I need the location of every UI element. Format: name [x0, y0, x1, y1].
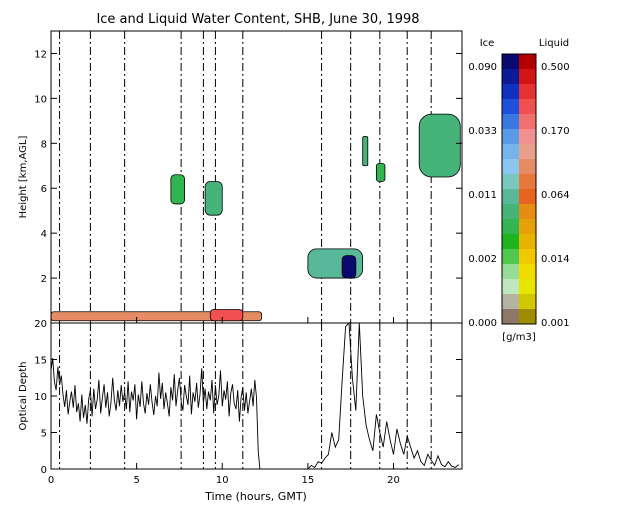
colorbar-liquid-cell — [519, 309, 536, 325]
colorbar-ice-cell — [502, 54, 519, 70]
bottom-y-ticks: 0 5 10 15 20 — [34, 319, 462, 476]
colorbar-ice-cell — [502, 264, 519, 280]
colorbar-liquid-cell — [519, 279, 536, 295]
colorbar-liquid-tick-label: 0.170 — [541, 126, 570, 137]
x-tick-label: 20 — [387, 475, 400, 486]
top-y-tick-label: 12 — [34, 49, 47, 60]
cloud-feature — [362, 136, 369, 167]
colorbar-liquid-cell — [519, 99, 536, 115]
top-y-tick-label: 2 — [41, 274, 47, 285]
cloud-feature — [204, 181, 223, 216]
colorbar-liquid-cell — [519, 249, 536, 265]
x-tick-label: 10 — [216, 475, 229, 486]
colorbar: Ice Liquid 0.090 0.033 0.011 0.002 0.000 0.50… — [468, 38, 569, 343]
colorbar-ice-tick-label: 0.090 — [468, 62, 497, 73]
colorbar-ice-cell — [502, 129, 519, 145]
colorbar-ticks: 0.090 0.033 0.011 0.002 0.000 0.500 0.170 0.064… — [468, 62, 569, 329]
colorbar-liquid-tick-label: 0.064 — [541, 190, 570, 201]
colorbar-liquid-label: Liquid — [539, 38, 569, 49]
colorbar-liquid-cell — [519, 129, 536, 145]
bottom-y-tick-label: 10 — [34, 392, 47, 403]
x-tick-label: 0 — [48, 475, 54, 486]
colorbar-ice-cell — [502, 279, 519, 295]
top-panel: 2 4 6 8 10 12 Height [km,AGL] — [18, 30, 463, 324]
colorbar-ice-cell — [502, 204, 519, 220]
top-dash-lines — [59, 31, 432, 323]
colorbar-liquid-cell — [519, 144, 536, 160]
colorbar-ice-cell — [502, 159, 519, 175]
optical-depth-line — [50, 357, 261, 470]
bottom-y-tick-label: 20 — [34, 319, 47, 330]
colorbar-liquid-cell — [519, 204, 536, 220]
optical-depth-line — [307, 321, 459, 470]
colorbar-ice-cell — [502, 234, 519, 250]
top-y-tick-label: 8 — [41, 139, 47, 150]
bottom-x-ticks: 0 5 10 15 20 — [48, 317, 400, 486]
colorbar-liquid-cell — [519, 264, 536, 280]
colorbar-cells — [502, 54, 536, 325]
colorbar-ice-cell — [502, 309, 519, 325]
colorbar-liquid-cell — [519, 219, 536, 235]
colorbar-ice-cell — [502, 219, 519, 235]
cloud-feature — [375, 163, 386, 182]
top-y-axis-label: Height [km,AGL] — [18, 136, 29, 219]
x-axis-label: Time (hours, GMT) — [204, 490, 307, 503]
chart-title: Ice and Liquid Water Content, SHB, June … — [96, 12, 419, 27]
colorbar-liquid-cell — [519, 114, 536, 130]
colorbar-ice-cell — [502, 294, 519, 310]
bottom-y-axis-label: Optical Depth — [18, 362, 29, 431]
cloud-feature — [170, 174, 185, 205]
colorbar-liquid-cell — [519, 84, 536, 100]
colorbar-ice-tick-label: 0.002 — [468, 254, 497, 265]
cloud-feature — [418, 113, 461, 178]
bottom-y-tick-label: 5 — [41, 429, 47, 440]
x-tick-label: 5 — [133, 475, 139, 486]
cloud-feature — [209, 309, 244, 322]
colorbar-liquid-cell — [519, 159, 536, 175]
colorbar-liquid-cell — [519, 189, 536, 205]
colorbar-ice-cell — [502, 249, 519, 265]
bottom-y-tick-label: 0 — [41, 465, 47, 476]
bottom-y-tick-label: 15 — [34, 356, 47, 367]
optical-depth-series — [50, 321, 459, 470]
colorbar-units: [g/m3] — [502, 332, 536, 343]
colorbar-ice-tick-label: 0.011 — [468, 190, 497, 201]
colorbar-liquid-tick-label: 0.001 — [541, 318, 570, 329]
colorbar-ice-cell — [502, 99, 519, 115]
colorbar-liquid-cell — [519, 294, 536, 310]
colorbar-liquid-cell — [519, 69, 536, 85]
top-plot-frame — [50, 30, 463, 324]
top-y-tick-label: 6 — [41, 184, 47, 195]
colorbar-ice-cell — [502, 144, 519, 160]
bottom-dash-lines — [59, 323, 432, 469]
colorbar-ice-cell — [502, 174, 519, 190]
colorbar-ice-tick-label: 0.000 — [468, 318, 497, 329]
colorbar-frame — [501, 53, 537, 325]
cloud-features — [50, 113, 461, 322]
top-y-ticks: 2 4 6 8 10 12 — [34, 49, 462, 285]
colorbar-ice-cell — [502, 69, 519, 85]
cloud-feature — [341, 255, 357, 279]
x-tick-label: 15 — [302, 475, 315, 486]
colorbar-ice-cell — [502, 189, 519, 205]
top-y-tick-label: 4 — [41, 229, 47, 240]
colorbar-liquid-cell — [519, 54, 536, 70]
colorbar-ice-cell — [502, 84, 519, 100]
colorbar-ice-label: Ice — [480, 38, 495, 49]
colorbar-liquid-tick-label: 0.014 — [541, 254, 570, 265]
top-y-tick-label: 10 — [34, 94, 47, 105]
colorbar-liquid-tick-label: 0.500 — [541, 62, 570, 73]
colorbar-ice-cell — [502, 114, 519, 130]
bottom-panel: 0 5 10 15 20 0 5 10 15 20 Optical Depth Time (ho… — [18, 317, 463, 503]
colorbar-ice-tick-label: 0.033 — [468, 126, 497, 137]
colorbar-liquid-cell — [519, 174, 536, 190]
colorbar-liquid-cell — [519, 234, 536, 250]
